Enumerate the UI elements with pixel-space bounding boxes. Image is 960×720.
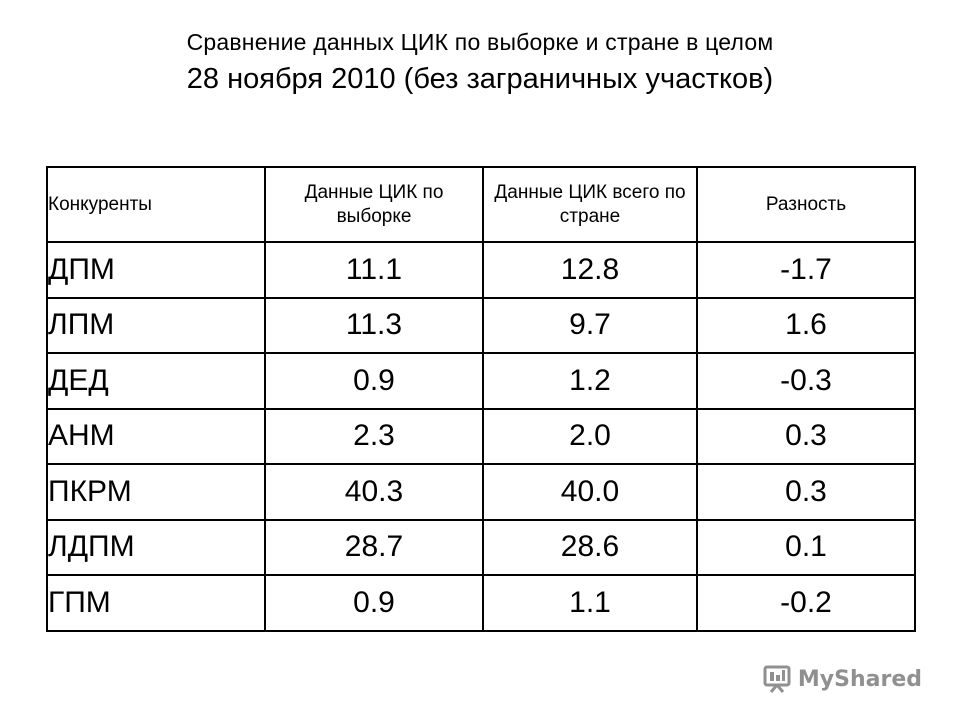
cell-sample: 2.3	[264, 407, 484, 465]
cell-sample: 28.7	[264, 518, 484, 576]
header-country-data: Данные ЦИК всего по стране	[482, 166, 698, 243]
cell-country: 40.0	[482, 463, 698, 521]
table-row: ЛДПМ 28.7 28.6 0.1	[46, 518, 916, 576]
cell-competitor: ПКРМ	[46, 463, 266, 521]
cell-difference: 0.3	[696, 463, 916, 521]
cell-competitor: АНМ	[46, 407, 266, 465]
cell-sample: 40.3	[264, 463, 484, 521]
cell-sample: 11.3	[264, 296, 484, 354]
slide-title: Сравнение данных ЦИК по выборке и стране…	[0, 28, 960, 97]
cell-sample: 11.1	[264, 241, 484, 299]
comparison-table: Конкуренты Данные ЦИК по выборке Данные …	[46, 166, 916, 632]
header-sample-data: Данные ЦИК по выборке	[264, 166, 484, 243]
cell-difference: 0.3	[696, 407, 916, 465]
table-row: АНМ 2.3 2.0 0.3	[46, 407, 916, 465]
header-difference: Разность	[696, 166, 916, 243]
header-competitors: Конкуренты	[46, 166, 266, 243]
cell-difference: 1.6	[696, 296, 916, 354]
cell-competitor: ДЕД	[46, 352, 266, 410]
table-header-row: Конкуренты Данные ЦИК по выборке Данные …	[46, 166, 916, 243]
table-row: ЛПМ 11.3 9.7 1.6	[46, 296, 916, 354]
table-row: ГПМ 0.9 1.1 -0.2	[46, 574, 916, 632]
title-line-1: Сравнение данных ЦИК по выборке и стране…	[186, 29, 774, 55]
cell-competitor: ГПМ	[46, 574, 266, 632]
cell-sample: 0.9	[264, 352, 484, 410]
cell-competitor: ДПМ	[46, 241, 266, 299]
cell-difference: -0.3	[696, 352, 916, 410]
cell-country: 12.8	[482, 241, 698, 299]
cell-difference: 0.1	[696, 518, 916, 576]
cell-country: 1.1	[482, 574, 698, 632]
cell-difference: -0.2	[696, 574, 916, 632]
watermark-text: MyShared	[797, 666, 922, 692]
myshared-watermark: MyShared	[762, 664, 922, 694]
title-line-2: 28 ноября 2010 (без заграничных участков…	[186, 62, 774, 95]
cell-competitor: ЛДПМ	[46, 518, 266, 576]
cell-country: 1.2	[482, 352, 698, 410]
cell-difference: -1.7	[696, 241, 916, 299]
table-row: ДПМ 11.1 12.8 -1.7	[46, 241, 916, 299]
cell-country: 2.0	[482, 407, 698, 465]
cell-country: 9.7	[482, 296, 698, 354]
cell-sample: 0.9	[264, 574, 484, 632]
cell-competitor: ЛПМ	[46, 296, 266, 354]
table-row: ПКРМ 40.3 40.0 0.3	[46, 463, 916, 521]
presentation-icon	[762, 664, 792, 694]
cell-country: 28.6	[482, 518, 698, 576]
table-row: ДЕД 0.9 1.2 -0.3	[46, 352, 916, 410]
